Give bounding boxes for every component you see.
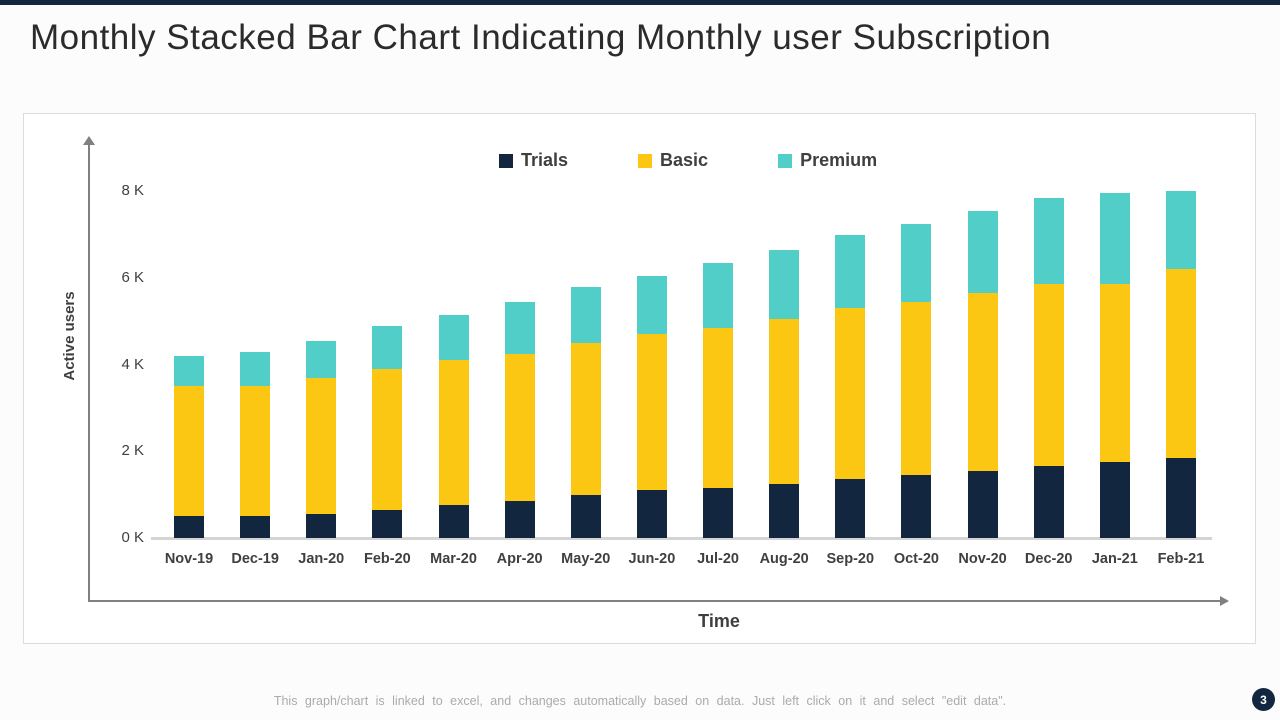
bar-segment-basic[interactable] xyxy=(703,327,734,489)
bar-segment-basic[interactable] xyxy=(967,293,998,471)
x-axis-tick-label: Nov-20 xyxy=(958,551,1007,567)
legend-label: Basic xyxy=(660,150,709,170)
bar-segment-premium[interactable] xyxy=(967,210,998,294)
x-axis-tick-label: Jun-20 xyxy=(628,551,676,567)
bar-segment-basic[interactable] xyxy=(636,334,667,491)
bar-segment-premium[interactable] xyxy=(240,351,271,387)
bar-segment-trials[interactable] xyxy=(504,501,535,538)
x-axis-tick-label: May-20 xyxy=(561,551,611,567)
x-axis-tick-label: Feb-21 xyxy=(1157,551,1205,567)
chart-legend: Trials Basic Premium xyxy=(499,150,877,171)
bar-segment-basic[interactable] xyxy=(1033,284,1064,467)
bar-segment-trials[interactable] xyxy=(570,494,601,538)
page-title: Monthly Stacked Bar Chart Indicating Mon… xyxy=(30,18,1052,57)
legend-swatch-trials xyxy=(499,153,513,168)
x-axis-tick-label: Feb-20 xyxy=(364,551,411,567)
x-axis-tick-label: Apr-20 xyxy=(496,551,543,567)
y-axis-arrow-icon xyxy=(83,136,95,145)
bar-segment-premium[interactable] xyxy=(1165,191,1196,270)
footer-note: This graph/chart is linked to excel, and… xyxy=(273,694,1007,708)
x-axis-tick-label: Aug-20 xyxy=(759,551,809,567)
y-axis-line xyxy=(88,144,90,601)
x-axis-tick-label: Dec-19 xyxy=(231,551,279,567)
y-axis-tick-label: 0 K xyxy=(121,529,144,546)
top-accent-bar xyxy=(0,0,1280,5)
bar-segment-premium[interactable] xyxy=(835,234,866,309)
bar-segment-premium[interactable] xyxy=(901,223,932,302)
bar-segment-basic[interactable] xyxy=(1165,269,1196,458)
bar-segment-trials[interactable] xyxy=(636,490,667,538)
y-axis-tick-label: 8 K xyxy=(121,182,144,200)
bar-segment-trials[interactable] xyxy=(835,479,866,538)
bar-segment-trials[interactable] xyxy=(1033,466,1064,538)
bar-segment-premium[interactable] xyxy=(1099,193,1130,285)
bar-segment-trials[interactable] xyxy=(901,475,932,538)
bar-segment-basic[interactable] xyxy=(372,368,403,510)
y-axis-tick-label: 2 K xyxy=(121,442,144,460)
zero-baseline xyxy=(151,537,1212,540)
legend-swatch-basic xyxy=(638,153,653,168)
bar-segment-trials[interactable] xyxy=(1099,462,1130,538)
bar-segment-premium[interactable] xyxy=(570,286,601,343)
bar-segment-basic[interactable] xyxy=(174,386,204,517)
bar-segment-premium[interactable] xyxy=(504,301,535,354)
bar-segment-trials[interactable] xyxy=(306,514,337,538)
x-axis-arrow-icon xyxy=(1220,596,1229,606)
y-axis-tick-label: 4 K xyxy=(121,355,144,373)
x-axis-line xyxy=(88,600,1221,602)
x-axis-tick-label: Nov-19 xyxy=(164,551,214,567)
bar-segment-basic[interactable] xyxy=(835,308,866,480)
bar-segment-premium[interactable] xyxy=(306,340,337,378)
bar-segment-trials[interactable] xyxy=(703,488,734,538)
bar-segment-premium[interactable] xyxy=(769,249,800,320)
bar-segment-basic[interactable] xyxy=(438,360,469,506)
bar-segment-basic[interactable] xyxy=(901,301,932,476)
legend-item-basic[interactable]: Basic xyxy=(638,150,708,171)
legend-label: Trials xyxy=(521,150,569,170)
bar-segment-premium[interactable] xyxy=(1033,197,1064,285)
bar-segment-premium[interactable] xyxy=(372,325,403,369)
bar-segment-basic[interactable] xyxy=(769,319,800,484)
legend-label: Premium xyxy=(800,150,878,170)
bar-segment-trials[interactable] xyxy=(240,516,271,538)
bar-segment-premium[interactable] xyxy=(703,262,734,328)
chart-object[interactable]: Trials Basic Premium Active users Time 0 K… xyxy=(23,113,1256,644)
bar-segment-premium[interactable] xyxy=(174,355,204,387)
page-number-badge: 3 xyxy=(1252,688,1275,711)
x-axis-tick-label: Mar-20 xyxy=(430,551,477,567)
bar-segment-premium[interactable] xyxy=(438,314,469,361)
x-axis-tick-label: Jan-20 xyxy=(298,551,345,567)
x-axis-tick-label: Oct-20 xyxy=(893,551,939,567)
bar-segment-trials[interactable] xyxy=(438,505,469,538)
x-axis-tick-label: Sep-20 xyxy=(826,551,875,567)
bar-segment-basic[interactable] xyxy=(570,342,601,495)
legend-item-premium[interactable]: Premium xyxy=(778,150,877,171)
bar-segment-trials[interactable] xyxy=(967,470,998,538)
y-axis-title: Active users xyxy=(61,291,78,381)
bar-segment-trials[interactable] xyxy=(372,509,403,538)
bar-segment-trials[interactable] xyxy=(769,483,800,538)
legend-item-trials[interactable]: Trials xyxy=(499,150,568,171)
bar-segment-basic[interactable] xyxy=(1099,284,1130,463)
bar-segment-basic[interactable] xyxy=(240,386,271,517)
x-axis-tick-label: Dec-20 xyxy=(1024,551,1073,567)
bar-segment-basic[interactable] xyxy=(306,377,337,515)
legend-swatch-premium xyxy=(778,153,793,168)
bar-segment-premium[interactable] xyxy=(636,275,667,335)
x-axis-tick-label: Jul-20 xyxy=(697,551,739,567)
plot-area: Trials Basic Premium Active users Time 0 K… xyxy=(24,114,1255,643)
bar-segment-trials[interactable] xyxy=(174,516,204,538)
x-axis-tick-label: Jan-21 xyxy=(1091,551,1138,567)
bar-segment-trials[interactable] xyxy=(1165,457,1196,538)
x-axis-title: Time xyxy=(698,611,740,631)
bar-segment-basic[interactable] xyxy=(504,353,535,502)
y-axis-tick-label: 6 K xyxy=(121,268,144,286)
